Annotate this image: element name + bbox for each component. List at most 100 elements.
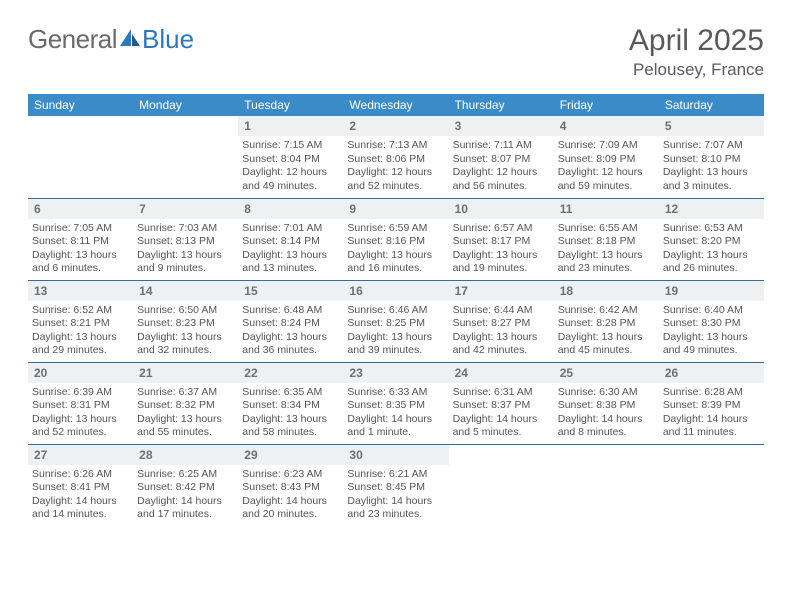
- calendar-day: 15 Sunrise: 6:48 AMSunset: 8:24 PMDayligh…: [238, 280, 343, 362]
- calendar-day-empty: [133, 116, 238, 198]
- calendar-day: 28Sunrise: 6:25 AMSunset: 8:42 PMDayligh…: [133, 444, 238, 526]
- sunset-line: Sunset: 8:37 PM: [453, 399, 550, 413]
- day-number: 9: [343, 199, 448, 219]
- daylight-line: Daylight: 13 hours and 49 minutes.: [663, 331, 760, 358]
- calendar-week: 20Sunrise: 6:39 AMSunset: 8:31 PMDayligh…: [28, 362, 764, 444]
- sunrise-line: Sunrise: 6:23 AM: [242, 468, 339, 482]
- calendar-day: 2Sunrise: 7:13 AMSunset: 8:06 PMDaylight…: [343, 116, 448, 198]
- day-header: Tuesday: [238, 94, 343, 116]
- day-header: Thursday: [449, 94, 554, 116]
- day-number: 26: [659, 363, 764, 383]
- sunset-line: Sunset: 8:34 PM: [242, 399, 339, 413]
- daylight-line: Daylight: 14 hours and 23 minutes.: [347, 495, 444, 522]
- daylight-line: Daylight: 13 hours and 16 minutes.: [347, 249, 444, 276]
- calendar-week: 13Sunrise: 6:52 AMSunset: 8:21 PMDayligh…: [28, 280, 764, 362]
- calendar-day-empty: [659, 444, 764, 526]
- daylight-line: Daylight: 12 hours and 49 minutes.: [242, 166, 339, 193]
- day-details: Sunrise: 7:05 AMSunset: 8:11 PMDaylight:…: [28, 219, 133, 280]
- sunset-line: Sunset: 8:18 PM: [558, 235, 655, 249]
- day-details: Sunrise: 6:31 AMSunset: 8:37 PMDaylight:…: [449, 383, 554, 444]
- day-details: Sunrise: 7:13 AMSunset: 8:06 PMDaylight:…: [343, 136, 448, 197]
- day-details: Sunrise: 6:28 AMSunset: 8:39 PMDaylight:…: [659, 383, 764, 444]
- day-number: 11: [554, 199, 659, 219]
- calendar-day: 27Sunrise: 6:26 AMSunset: 8:41 PMDayligh…: [28, 444, 133, 526]
- calendar-day-empty: [554, 444, 659, 526]
- daylight-line: Daylight: 13 hours and 36 minutes.: [242, 331, 339, 358]
- sunset-line: Sunset: 8:24 PM: [242, 317, 339, 331]
- sunset-line: Sunset: 8:42 PM: [137, 481, 234, 495]
- daylight-line: Daylight: 13 hours and 42 minutes.: [453, 331, 550, 358]
- daylight-line: Daylight: 12 hours and 52 minutes.: [347, 166, 444, 193]
- day-details: Sunrise: 7:09 AMSunset: 8:09 PMDaylight:…: [554, 136, 659, 197]
- sunrise-line: Sunrise: 7:15 AM: [242, 139, 339, 153]
- sunset-line: Sunset: 8:04 PM: [242, 153, 339, 167]
- calendar-day: 17Sunrise: 6:44 AMSunset: 8:27 PMDayligh…: [449, 280, 554, 362]
- sunrise-line: Sunrise: 6:57 AM: [453, 222, 550, 236]
- day-details: Sunrise: 6:52 AMSunset: 8:21 PMDaylight:…: [28, 301, 133, 362]
- day-details: Sunrise: 6:55 AMSunset: 8:18 PMDaylight:…: [554, 219, 659, 280]
- calendar-week: 6Sunrise: 7:05 AMSunset: 8:11 PMDaylight…: [28, 198, 764, 280]
- page-header: General Blue April 2025 Pelousey, France: [28, 24, 764, 80]
- daylight-line: Daylight: 13 hours and 13 minutes.: [242, 249, 339, 276]
- sunset-line: Sunset: 8:14 PM: [242, 235, 339, 249]
- calendar-day: 26Sunrise: 6:28 AMSunset: 8:39 PMDayligh…: [659, 362, 764, 444]
- day-number: 8: [238, 199, 343, 219]
- daylight-line: Daylight: 13 hours and 9 minutes.: [137, 249, 234, 276]
- day-number: 14: [133, 281, 238, 301]
- calendar-day: 20Sunrise: 6:39 AMSunset: 8:31 PMDayligh…: [28, 362, 133, 444]
- day-details: Sunrise: 6:33 AMSunset: 8:35 PMDaylight:…: [343, 383, 448, 444]
- sunrise-line: Sunrise: 6:46 AM: [347, 304, 444, 318]
- sunset-line: Sunset: 8:17 PM: [453, 235, 550, 249]
- day-header: Monday: [133, 94, 238, 116]
- daylight-line: Daylight: 14 hours and 17 minutes.: [137, 495, 234, 522]
- day-details: Sunrise: 6:57 AMSunset: 8:17 PMDaylight:…: [449, 219, 554, 280]
- sunrise-line: Sunrise: 6:39 AM: [32, 386, 129, 400]
- calendar-day: 8Sunrise: 7:01 AMSunset: 8:14 PMDaylight…: [238, 198, 343, 280]
- sunrise-line: Sunrise: 6:28 AM: [663, 386, 760, 400]
- sunrise-line: Sunrise: 6:42 AM: [558, 304, 655, 318]
- day-details: Sunrise: 6:42 AMSunset: 8:28 PMDaylight:…: [554, 301, 659, 362]
- day-details: Sunrise: 7:01 AMSunset: 8:14 PMDaylight:…: [238, 219, 343, 280]
- daylight-line: Daylight: 13 hours and 39 minutes.: [347, 331, 444, 358]
- daylight-line: Daylight: 14 hours and 8 minutes.: [558, 413, 655, 440]
- day-details: Sunrise: 6:35 AMSunset: 8:34 PMDaylight:…: [238, 383, 343, 444]
- daylight-line: Daylight: 13 hours and 55 minutes.: [137, 413, 234, 440]
- day-number: 10: [449, 199, 554, 219]
- calendar-day-empty: [28, 116, 133, 198]
- brand-part1: General: [28, 24, 117, 55]
- day-number: 1: [238, 116, 343, 136]
- calendar-day: 9Sunrise: 6:59 AMSunset: 8:16 PMDaylight…: [343, 198, 448, 280]
- sunset-line: Sunset: 8:07 PM: [453, 153, 550, 167]
- day-number: 27: [28, 445, 133, 465]
- sunset-line: Sunset: 8:39 PM: [663, 399, 760, 413]
- sunset-line: Sunset: 8:30 PM: [663, 317, 760, 331]
- day-details: Sunrise: 7:07 AMSunset: 8:10 PMDaylight:…: [659, 136, 764, 197]
- sunrise-line: Sunrise: 6:40 AM: [663, 304, 760, 318]
- daylight-line: Daylight: 14 hours and 20 minutes.: [242, 495, 339, 522]
- day-number: 12: [659, 199, 764, 219]
- day-details: Sunrise: 7:15 AMSunset: 8:04 PMDaylight:…: [238, 136, 343, 197]
- day-number: 2: [343, 116, 448, 136]
- daylight-line: Daylight: 12 hours and 56 minutes.: [453, 166, 550, 193]
- day-number: 15: [238, 281, 343, 301]
- sunset-line: Sunset: 8:27 PM: [453, 317, 550, 331]
- calendar-day: 29Sunrise: 6:23 AMSunset: 8:43 PMDayligh…: [238, 444, 343, 526]
- sunset-line: Sunset: 8:23 PM: [137, 317, 234, 331]
- sunrise-line: Sunrise: 6:48 AM: [242, 304, 339, 318]
- day-number: 28: [133, 445, 238, 465]
- sunset-line: Sunset: 8:35 PM: [347, 399, 444, 413]
- sunrise-line: Sunrise: 6:52 AM: [32, 304, 129, 318]
- sunrise-line: Sunrise: 6:30 AM: [558, 386, 655, 400]
- day-details: Sunrise: 6:21 AMSunset: 8:45 PMDaylight:…: [343, 465, 448, 526]
- day-number: 22: [238, 363, 343, 383]
- sunset-line: Sunset: 8:06 PM: [347, 153, 444, 167]
- brand-logo: General Blue: [28, 24, 194, 55]
- calendar-body: 1Sunrise: 7:15 AMSunset: 8:04 PMDaylight…: [28, 116, 764, 526]
- calendar-day: 24Sunrise: 6:31 AMSunset: 8:37 PMDayligh…: [449, 362, 554, 444]
- daylight-line: Daylight: 14 hours and 5 minutes.: [453, 413, 550, 440]
- calendar-day: 30Sunrise: 6:21 AMSunset: 8:45 PMDayligh…: [343, 444, 448, 526]
- daylight-line: Daylight: 13 hours and 6 minutes.: [32, 249, 129, 276]
- title-block: April 2025 Pelousey, France: [629, 24, 764, 80]
- calendar-table: SundayMondayTuesdayWednesdayThursdayFrid…: [28, 94, 764, 526]
- calendar-day: 7Sunrise: 7:03 AMSunset: 8:13 PMDaylight…: [133, 198, 238, 280]
